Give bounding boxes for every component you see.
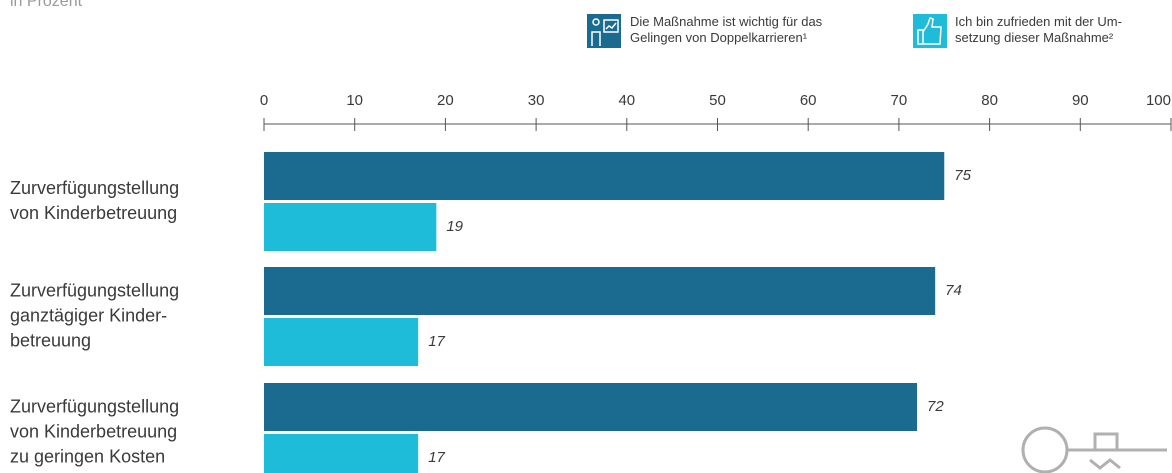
bar [264,383,918,431]
x-tick-label: 30 [528,92,545,109]
key-icon [1021,426,1167,473]
value-label: 72 [927,398,944,415]
x-tick-label: 20 [437,92,454,109]
bar [264,203,437,251]
x-tick-label: 10 [346,92,363,109]
value-label: 17 [428,333,445,350]
bar [264,318,419,366]
value-label: 74 [945,282,962,299]
x-tick-label: 50 [709,92,726,109]
legend-label: Ich bin zufrieden mit der Um-setzung die… [955,14,1122,45]
bar [264,267,936,315]
x-tick-label: 70 [891,92,908,109]
chart-subtitle: in Prozent [10,0,83,10]
x-tick-label: 40 [618,92,635,109]
x-tick-label: 90 [1072,92,1089,109]
value-label: 19 [446,218,463,235]
bar [264,434,419,473]
legend-icon [587,14,621,48]
legend-icon [913,14,947,48]
x-tick-label: 80 [981,92,998,109]
legend-label: Die Maßnahme ist wichtig für das Gelingen… [630,14,823,45]
category-label: Zurverfügungstellung von Kinderbetreuung [10,178,179,223]
x-tick-label: 60 [800,92,817,109]
category-label: Zurverfügungstellung ganztägiger Kinder-b… [10,280,179,350]
bar [264,152,945,200]
x-tick-label: 100 [1146,92,1171,109]
x-tick-label: 0 [260,92,268,109]
value-label: 75 [954,167,971,184]
category-label: Zurverfügungstellung von Kinderbetreuung z… [10,396,179,466]
value-label: 17 [428,449,445,466]
